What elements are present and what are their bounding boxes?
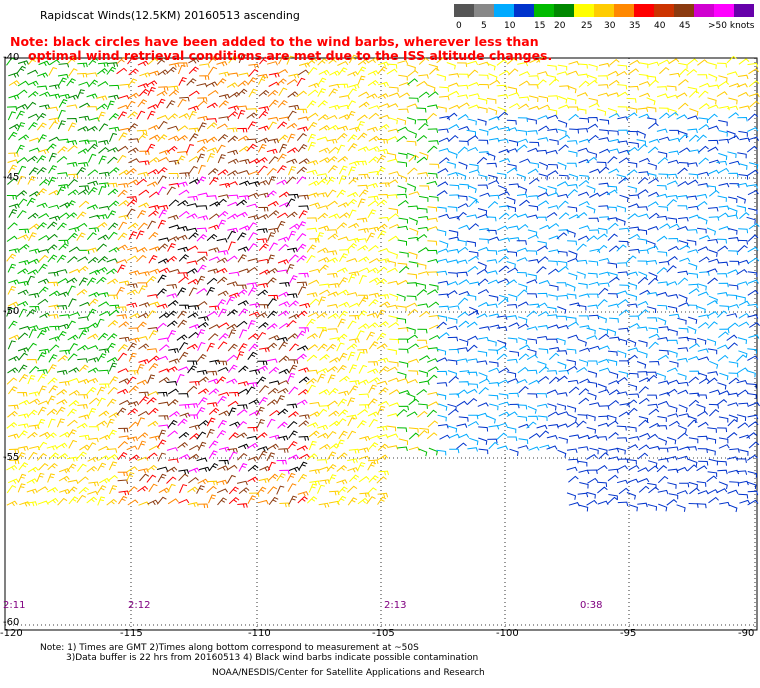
scale-swatch (574, 4, 594, 17)
lat-label: -45 (3, 172, 20, 183)
scale-swatch (534, 4, 554, 17)
scale-label: 20 (554, 21, 566, 31)
scale-swatch (634, 4, 654, 17)
scale-label: 40 (654, 21, 666, 31)
pass-time: 2:11 (3, 600, 26, 611)
lon-label: -95 (620, 628, 637, 639)
note-line-2: optimal wind retrieval conditions are me… (28, 48, 553, 63)
scale-label: 35 (629, 21, 641, 31)
scale-swatch (654, 4, 674, 17)
lon-label: -90 (738, 628, 755, 639)
scale-swatch (514, 4, 534, 17)
scale-swatch (554, 4, 574, 17)
pass-time: 0:38 (580, 600, 603, 611)
scale-swatch (594, 4, 614, 17)
scale-swatch (614, 4, 634, 17)
scale-label: 0 (456, 21, 462, 31)
scale-label: >50 knots (708, 21, 755, 31)
scale-label: 15 (534, 21, 546, 31)
footer-credit: NOAA/NESDIS/Center for Satellite Applica… (212, 668, 485, 678)
scale-swatch (694, 4, 714, 17)
scale-swatch (454, 4, 474, 17)
scale-label: 10 (504, 21, 516, 31)
lat-label: -60 (3, 617, 20, 628)
scale-swatch (474, 4, 494, 17)
scale-swatch (674, 4, 694, 17)
map-title: Rapidscat Winds(12.5KM) 20160513 ascendi… (40, 9, 300, 22)
pass-time: 2:13 (384, 600, 407, 611)
lat-label: -55 (3, 452, 20, 463)
scale-label: 5 (481, 21, 487, 31)
lon-label: -120 (0, 628, 23, 639)
lat-label: -50 (3, 306, 20, 317)
lon-label: -115 (120, 628, 143, 639)
scale-swatch (734, 4, 754, 17)
map-frame (4, 57, 758, 631)
scale-swatch (714, 4, 734, 17)
wind-barbs (6, 53, 760, 513)
pass-time: 2:12 (128, 600, 151, 611)
lon-label: -105 (372, 628, 395, 639)
footer-note-2: 3)Data buffer is 22 hrs from 20160513 4)… (66, 653, 479, 663)
color-scale-labels: 0 5 10 15 20 25 30 35 40 45 >50 knots (454, 21, 760, 33)
lon-label: -110 (248, 628, 271, 639)
note-line-1: Note: black circles have been added to t… (10, 34, 539, 49)
lon-label: -100 (496, 628, 519, 639)
scale-swatch (494, 4, 514, 17)
footer-note-1: Note: 1) Times are GMT 2)Times along bot… (40, 643, 419, 653)
lat-label: -40 (3, 52, 20, 63)
scale-label: 45 (679, 21, 691, 31)
scale-label: 25 (581, 21, 593, 31)
wind-speed-color-scale (454, 4, 754, 17)
scale-label: 30 (604, 21, 616, 31)
